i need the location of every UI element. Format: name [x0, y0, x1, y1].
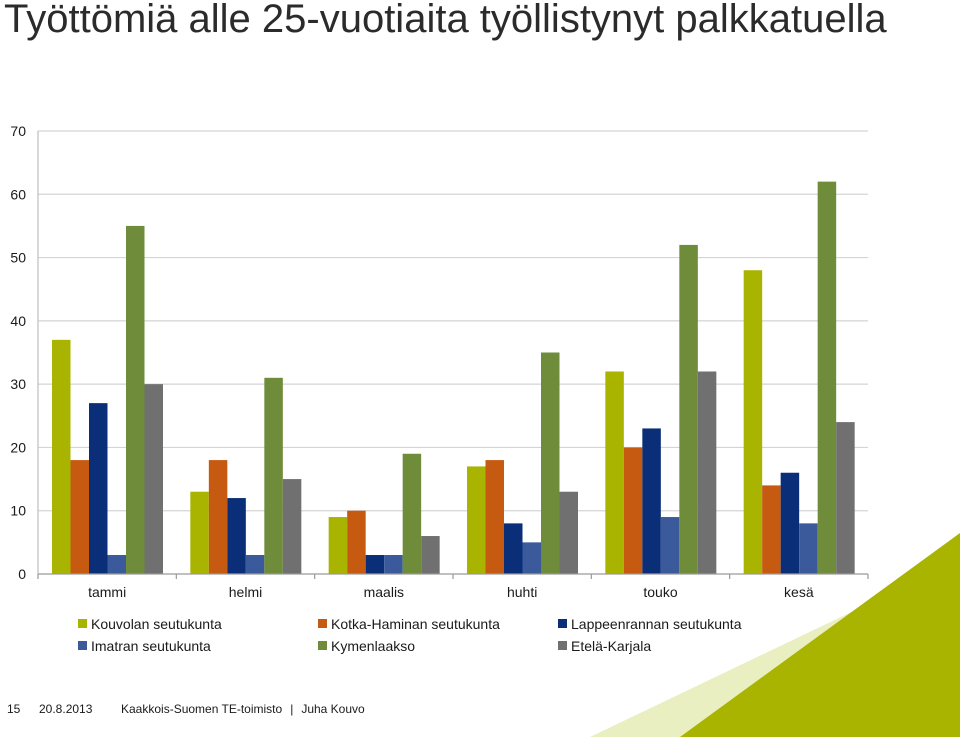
- bar: [780, 472, 800, 574]
- bar: [328, 517, 348, 574]
- legend-item: Lappeenrannan seutukunta: [558, 614, 798, 633]
- bar: [52, 339, 71, 574]
- bar: [190, 491, 209, 574]
- footer-separator: |: [290, 702, 294, 716]
- y-tick-label: 50: [10, 250, 26, 266]
- bar: [245, 555, 265, 574]
- bar: [559, 491, 578, 574]
- legend-swatch: [318, 641, 327, 650]
- legend-label: Kouvolan seutukunta: [91, 615, 222, 632]
- legend-label: Lappeenrannan seutukunta: [571, 615, 742, 632]
- bar: [347, 510, 366, 574]
- bar: [522, 542, 541, 574]
- bar: [679, 244, 698, 574]
- footer-date: 20.8.2013: [39, 702, 93, 716]
- legend-label: Kymenlaakso: [331, 637, 416, 654]
- bar: [799, 523, 818, 574]
- bar: [402, 453, 422, 574]
- y-tick-label: 40: [10, 313, 26, 329]
- bars: [52, 181, 855, 574]
- bar: [282, 479, 302, 574]
- bar: [467, 466, 486, 574]
- bar: [485, 460, 504, 574]
- y-tick-label: 20: [10, 439, 26, 455]
- x-tick-label: kesä: [784, 584, 814, 600]
- legend-item: Imatran seutukunta: [78, 636, 318, 655]
- footer-organization: Kaakkois-Suomen TE-toimisto: [121, 702, 283, 716]
- legend-swatch: [78, 641, 87, 650]
- bar: [697, 371, 717, 574]
- bar: [107, 555, 126, 574]
- x-tick-label: huhti: [507, 584, 537, 600]
- legend-swatch: [558, 619, 567, 628]
- y-axis-ticks: 0 10 20 30 40 50 60 70: [10, 123, 26, 582]
- y-tick-label: 30: [10, 376, 26, 392]
- bar: [642, 428, 661, 574]
- x-tick-label: tammi: [88, 584, 126, 600]
- bar: [144, 384, 163, 574]
- legend-item: Etelä-Karjala: [558, 636, 798, 655]
- bar: [541, 352, 560, 574]
- legend-swatch: [78, 619, 87, 628]
- bar: [623, 447, 643, 574]
- bar: [384, 555, 403, 574]
- legend-item: Kouvolan seutukunta: [78, 614, 318, 633]
- y-tick-label: 0: [18, 566, 26, 582]
- gridlines: [38, 130, 868, 512]
- y-tick-label: 10: [10, 503, 26, 519]
- legend-item: Kymenlaakso: [318, 636, 558, 655]
- y-tick-label: 60: [10, 186, 26, 202]
- y-tick-label: 70: [10, 123, 26, 139]
- bar: [227, 498, 246, 574]
- x-axis: tammi helmi maalis huhti touko kesä: [37, 131, 869, 600]
- bar: [365, 555, 385, 574]
- accent-swoosh: [680, 533, 960, 737]
- bar: [70, 460, 89, 574]
- bar: [264, 377, 283, 574]
- x-tick-label: touko: [643, 584, 677, 600]
- bar: [126, 225, 145, 574]
- legend-swatch: [318, 619, 327, 628]
- slide-footer: 15 20.8.2013 Kaakkois-Suomen TE-toimisto | J…: [7, 702, 365, 716]
- bar: [208, 460, 228, 574]
- bar: [836, 422, 855, 574]
- chart-legend: Kouvolan seutukunta Kotka-Haminan seutuku…: [78, 614, 798, 655]
- bar: [421, 536, 440, 574]
- slide-title: Työttömiä alle 25-vuotiaita työllistynyt…: [4, 0, 887, 41]
- x-tick-label: helmi: [229, 584, 262, 600]
- bar: [605, 371, 624, 574]
- bar: [89, 403, 108, 574]
- legend-item: Kotka-Haminan seutukunta: [318, 614, 558, 633]
- bar: [762, 485, 781, 574]
- legend-label: Kotka-Haminan seutukunta: [331, 615, 500, 632]
- legend-label: Etelä-Karjala: [571, 637, 652, 654]
- page-number: 15: [7, 702, 21, 716]
- bar: [660, 517, 680, 574]
- bar: [817, 181, 837, 574]
- bar: [504, 523, 523, 574]
- legend-label: Imatran seutukunta: [91, 637, 211, 654]
- x-tick-label: maalis: [364, 584, 404, 600]
- footer-author: Juha Kouvo: [301, 702, 365, 716]
- legend-swatch: [558, 641, 567, 650]
- bar: [743, 270, 763, 574]
